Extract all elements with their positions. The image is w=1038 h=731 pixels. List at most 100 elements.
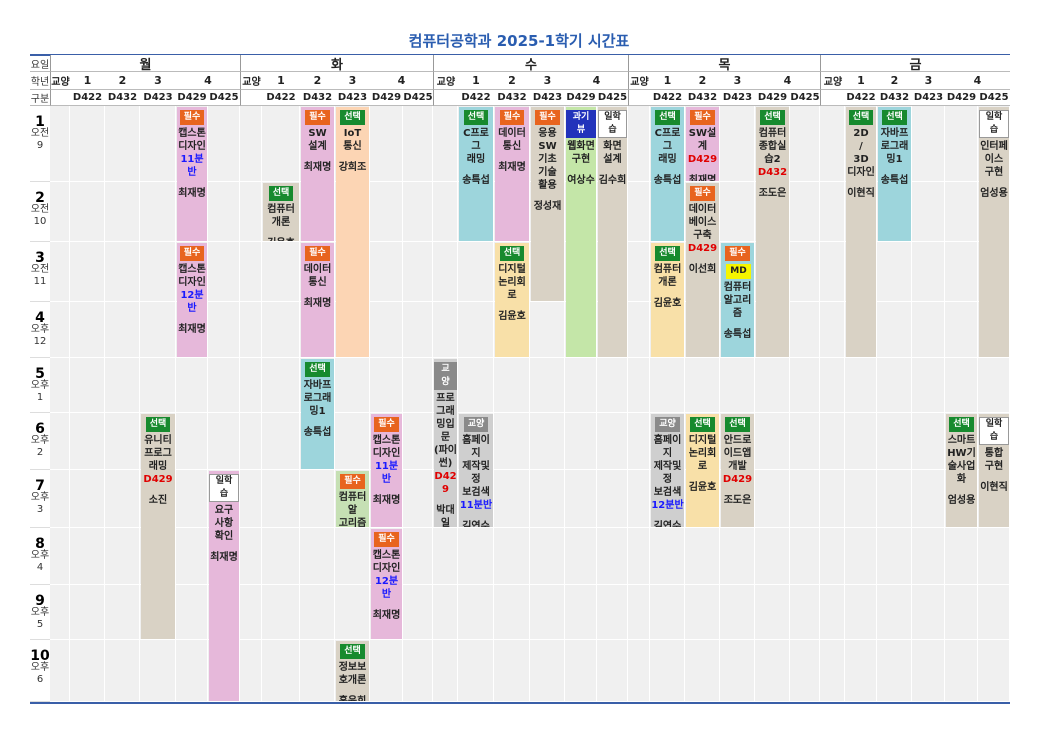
course-block: 선택 유니티 프로그 래밍 D429 소진: [141, 414, 175, 639]
room-header: D425: [597, 90, 628, 106]
empty-cell: [105, 182, 140, 242]
empty-cell: [262, 470, 300, 528]
row-label: 학년: [30, 72, 50, 90]
empty-cell: [820, 470, 845, 528]
room-header: D422: [262, 90, 300, 106]
period-hour: 10: [33, 216, 47, 227]
empty-cell: [240, 358, 262, 413]
empty-cell: [945, 640, 978, 702]
empty-cell: [240, 470, 262, 528]
empty-cell: [945, 302, 978, 358]
empty-cell: [433, 585, 458, 640]
instructor: 최재명: [303, 162, 332, 173]
empty-cell: [105, 528, 140, 585]
tag-row: 선택: [336, 643, 369, 661]
instructor: 이현직: [980, 482, 1008, 493]
grade-header: 교양: [433, 72, 458, 90]
course-line: 데이터: [498, 128, 526, 139]
row-label: 구분: [30, 90, 50, 106]
period-ampm: 오후: [30, 492, 50, 503]
empty-cell: [300, 640, 335, 702]
empty-cell: [597, 413, 628, 470]
tag-row: 교양: [651, 416, 684, 434]
course-line: D429: [687, 243, 718, 254]
empty-cell: [50, 182, 70, 242]
course-block: 교양 프로 그래 밍입 문 (파이 썬) D429 박대일: [434, 359, 457, 527]
course-block: 필수 SW설계 D429 최재명: [686, 107, 719, 181]
tag-row: 일학습: [209, 473, 239, 504]
empty-cell: [370, 640, 403, 702]
grade-header: 3: [912, 72, 945, 90]
empty-cell: [755, 528, 790, 585]
tag-row: 필수: [336, 473, 369, 491]
course-line: 디자인: [372, 563, 401, 574]
course-line: 캡스톤: [178, 128, 206, 139]
empty-cell: [720, 358, 755, 413]
empty-cell: [685, 585, 720, 640]
empty-cell: [70, 528, 105, 585]
empty-cell: [628, 358, 650, 413]
tag-row: 선택: [651, 245, 684, 263]
course-block: 과기뷰 웹화면 구현 여상수: [566, 107, 596, 357]
instructor: 최재명: [303, 298, 332, 309]
course-tag: 필수: [690, 186, 715, 201]
room-header: D429: [565, 90, 597, 106]
course-block: 선택 자바프 로그래 밍1 송특섭: [301, 359, 334, 469]
course-line: 습2: [764, 154, 781, 165]
course-tag: 과기뷰: [566, 110, 596, 138]
course-line: SW: [308, 128, 327, 139]
row-label: 요일: [30, 55, 50, 72]
period-hour: 2: [36, 447, 44, 458]
period-hour: 4: [36, 562, 44, 573]
course-line: 로: [507, 290, 517, 301]
course-line: 제작및정: [462, 461, 490, 485]
room-blank: [820, 90, 845, 106]
empty-cell: [176, 528, 208, 585]
empty-cell: [720, 182, 755, 242]
period-number: 1: [35, 114, 45, 130]
course-line: 논리회: [688, 448, 717, 459]
empty-cell: [403, 242, 433, 302]
course-line: 통신: [308, 277, 327, 288]
empty-cell: [140, 640, 176, 702]
empty-cell: [262, 640, 300, 702]
course-block: 일학습 인터페 이스 구현 엄성용: [979, 107, 1009, 357]
empty-cell: [370, 242, 403, 302]
course-block: 교양 홈페이지 제작및정 보검색 11분반 김연수: [459, 414, 493, 527]
period-label: 4 오후 12: [30, 302, 50, 358]
empty-cell: [912, 302, 945, 358]
empty-cell: [820, 242, 845, 302]
period-hour: 3: [36, 504, 44, 515]
empty-cell: [945, 182, 978, 242]
empty-cell: [720, 106, 755, 182]
empty-cell: [403, 640, 433, 702]
period-hour: 6: [36, 674, 44, 685]
empty-cell: [262, 585, 300, 640]
period-label: 3 오전 11: [30, 242, 50, 302]
tag-row: 필수: [371, 416, 402, 434]
instructor: 김윤호: [653, 298, 682, 309]
course-block: 필수 데이터 베이스 구축 D429 이선희: [686, 183, 719, 357]
empty-cell: [945, 585, 978, 640]
instructor: 최재명: [178, 188, 206, 199]
course-tag: 선택: [848, 110, 874, 125]
course-line: 12분반: [180, 290, 204, 314]
empty-cell: [208, 106, 240, 182]
course-tag: 필수: [179, 246, 205, 261]
course-block: 필수 MD 컴퓨터 알고리 즘 송특섭: [721, 243, 754, 357]
period-number: 5: [35, 366, 45, 382]
course-line: 12분반: [374, 576, 399, 600]
empty-cell: [912, 358, 945, 413]
course-tag: 필수: [305, 246, 330, 261]
course-line: D432: [757, 167, 788, 178]
empty-cell: [565, 585, 597, 640]
course-line: C프로그: [654, 128, 681, 152]
room-header: D422: [458, 90, 494, 106]
tag-row: 필수: [686, 109, 719, 127]
empty-cell: [300, 528, 335, 585]
empty-cell: [105, 242, 140, 302]
course-tag: 선택: [725, 417, 750, 432]
tag-row: 선택: [459, 109, 493, 127]
room-header: D422: [650, 90, 685, 106]
course-line: 홈페이지: [653, 435, 682, 459]
